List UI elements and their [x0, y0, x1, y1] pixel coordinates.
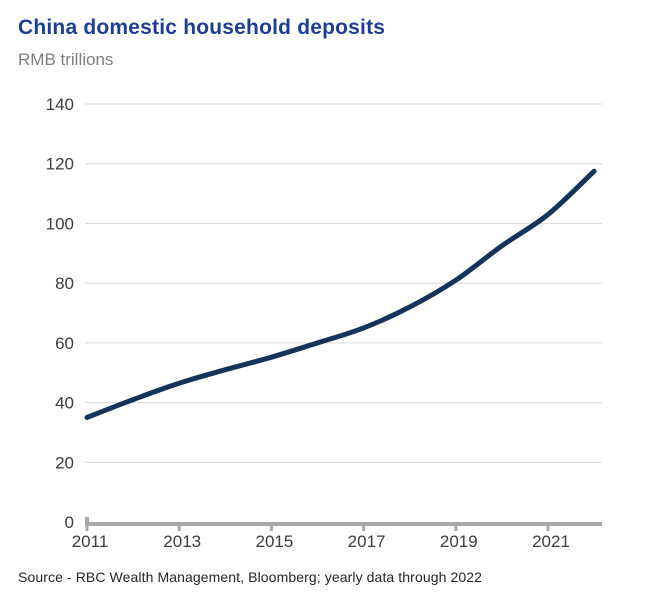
y-tick-label: 40 [55, 394, 74, 413]
x-tick-label: 2021 [532, 532, 570, 551]
x-axis-tick [454, 526, 458, 531]
x-tick-label: 2019 [440, 532, 478, 551]
y-tick-label: 0 [65, 513, 74, 532]
y-tick-label: 80 [55, 274, 74, 293]
chart-title: China domestic household deposits [18, 16, 386, 39]
x-axis-tick [177, 526, 181, 531]
x-axis-tick [269, 526, 273, 531]
x-tick-label: 2013 [163, 532, 201, 551]
chart-subtitle: RMB trillions [18, 50, 114, 69]
y-tick-label: 100 [46, 214, 74, 233]
x-axis-tick [85, 526, 89, 531]
line-chart: 0 20 40 60 80 100 120 140 2011 2013 2015 2017 2019 20… [46, 95, 602, 551]
x-axis-left-tick [85, 517, 89, 522]
data-line [84, 168, 597, 420]
x-tick-label: 2011 [72, 532, 109, 551]
y-tick-label: 120 [46, 155, 74, 174]
x-axis-tick [362, 526, 366, 531]
source-text: Source - RBC Wealth Management, Bloomber… [18, 569, 483, 585]
x-tick-label: 2017 [348, 532, 386, 551]
y-tick-label: 140 [46, 95, 74, 114]
x-axis-bar [85, 522, 602, 526]
x-tick-label: 2015 [255, 532, 293, 551]
x-axis-tick [546, 526, 550, 531]
y-tick-label: 60 [55, 334, 74, 353]
y-tick-label: 20 [55, 453, 74, 472]
